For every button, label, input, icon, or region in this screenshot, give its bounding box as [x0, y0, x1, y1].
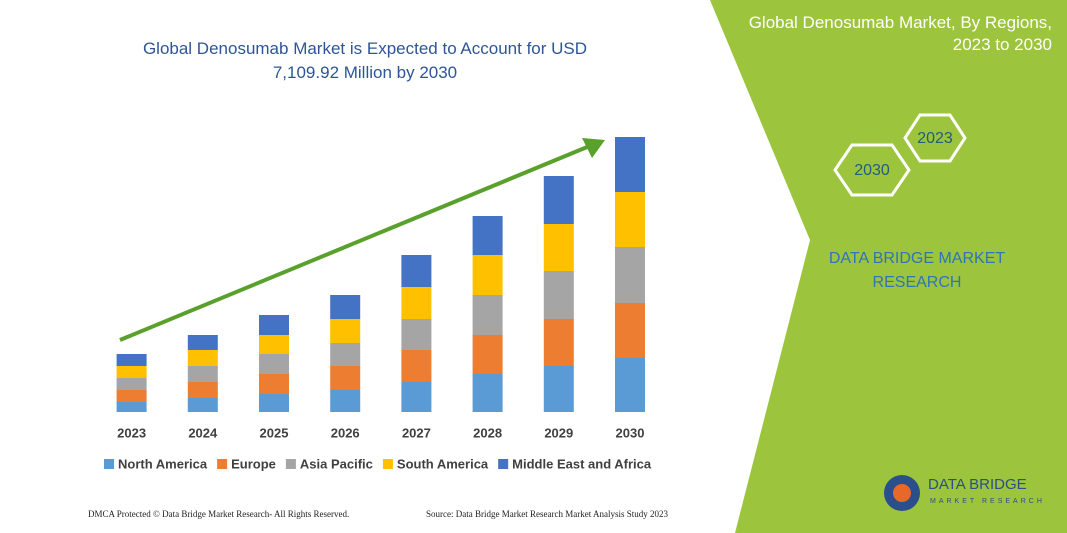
x-tick-label: 2029 — [544, 425, 573, 440]
bar-segment — [543, 366, 574, 412]
legend-label: Middle East and Africa — [512, 456, 652, 471]
legend-swatch — [217, 459, 228, 469]
logo: DATA BRIDGE MARKET RESEARCH — [884, 475, 1045, 511]
logo-icon — [893, 484, 911, 502]
bar-segment — [187, 350, 218, 366]
x-tick-label: 2025 — [260, 425, 289, 440]
legend-label: North America — [118, 456, 208, 471]
bar-segment — [116, 402, 147, 412]
bar-segment — [472, 374, 503, 412]
bar-segment — [401, 319, 432, 350]
bar-segment — [615, 247, 645, 303]
bar-segment — [615, 192, 645, 247]
arrow-head — [582, 138, 605, 158]
hexagon — [903, 113, 967, 163]
bar-segment — [472, 255, 503, 295]
bar-segment — [330, 343, 361, 366]
legend-swatch — [382, 459, 393, 469]
bar-segment — [401, 350, 432, 382]
bar-segment — [259, 394, 289, 412]
bar-segment — [472, 295, 503, 335]
bar-segment — [472, 216, 503, 255]
bar-segment — [116, 366, 147, 378]
x-tick-label: 2028 — [473, 425, 502, 440]
bar-segment — [259, 335, 289, 354]
bar-segment — [330, 319, 361, 343]
bar-segment — [401, 382, 432, 412]
legend-label: Europe — [231, 456, 276, 471]
x-tick-label: 2030 — [616, 425, 645, 440]
bar-segment — [401, 255, 432, 287]
bar-segment — [543, 271, 574, 319]
bar-segment — [116, 354, 147, 366]
badge: 2030 — [854, 162, 890, 179]
bar-segment — [187, 366, 218, 382]
bar-segment — [543, 319, 574, 366]
bar-segment — [330, 295, 361, 319]
x-tick-label: 2026 — [331, 425, 360, 440]
bar-segment — [187, 398, 218, 412]
footer-left: DMCA Protected © Data Bridge Market Rese… — [88, 509, 349, 519]
green-panel — [710, 0, 1067, 533]
badge: 2023 — [917, 130, 953, 147]
chart-title: Global Denosumab Market is Expected to A… — [143, 39, 587, 82]
trend-arrow — [119, 143, 593, 342]
x-tick-label: 2023 — [117, 425, 146, 440]
bar-segment — [401, 287, 432, 319]
legend-label: Asia Pacific — [300, 456, 373, 471]
panel-title: Global Denosumab Market, By Regions, 2023… — [749, 13, 1052, 54]
bar-segment — [116, 390, 147, 402]
legend-label: South America — [397, 456, 489, 471]
bar-segment — [615, 303, 645, 358]
bar-segment — [116, 378, 147, 390]
x-tick-label: 2027 — [402, 425, 431, 440]
bar-segment — [543, 176, 574, 224]
legend-swatch — [498, 459, 509, 469]
x-tick-label: 2024 — [188, 425, 218, 440]
bar-segment — [330, 390, 361, 412]
bar-segment — [259, 315, 289, 335]
tagline: DATA BRIDGE MARKET RESEARCH — [829, 250, 1006, 291]
legend-swatch — [104, 459, 114, 469]
bar-segment — [472, 335, 503, 374]
footer-right: Source: Data Bridge Market Research Mark… — [426, 509, 668, 519]
bar-segment — [615, 137, 645, 192]
legend-swatch — [285, 459, 296, 469]
bar-segment — [330, 366, 361, 390]
bar-segment — [187, 382, 218, 398]
logo-name: DATA BRIDGE — [928, 476, 1027, 493]
logo-sub: MARKET RESEARCH — [930, 498, 1045, 505]
bar-segment — [615, 358, 645, 412]
bar-segment — [543, 224, 574, 271]
bar-segment — [259, 354, 289, 374]
bar-segment — [187, 335, 218, 350]
hexagon — [833, 143, 911, 197]
bar-segment — [259, 374, 289, 394]
